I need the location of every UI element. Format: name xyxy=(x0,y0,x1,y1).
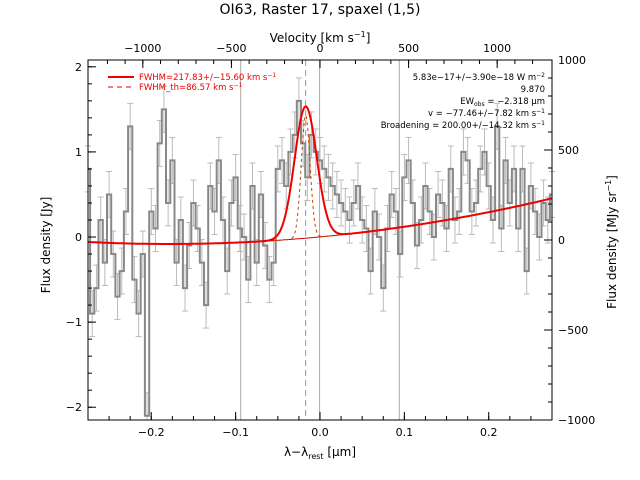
fit-annotations: 5.83e−17+/−3.90e−18 W m−2 9.870 EWobs = … xyxy=(381,72,545,131)
x-axis-label: λ−λrest [μm] xyxy=(284,445,356,461)
x-tick-label-2: 0.0 xyxy=(311,426,329,439)
annotation-ratio: 9.870 xyxy=(521,85,545,95)
y2-tick-label-3: 500 xyxy=(558,144,579,157)
axis-ticks: −0.2 −0.1 0.0 0.1 0.2 −1000 −500 0 500 1000 −2 −1 0 1… xyxy=(66,42,595,439)
observed-spectrum xyxy=(88,99,552,417)
chart-title: OI63, Raster 17, spaxel (1,5) xyxy=(220,2,421,18)
top-tick-label-2: 0 xyxy=(317,42,324,55)
fit-profile xyxy=(88,105,553,245)
y-tick-label-2: 0 xyxy=(75,231,82,244)
top-axis-label: Velocity [km s−1] xyxy=(270,30,371,45)
x-tick-label-4: 0.2 xyxy=(480,426,498,439)
plot-area xyxy=(85,60,555,421)
y-tick-label-4: 2 xyxy=(75,61,82,74)
y2-axis-label: Flux density [MJy sr−1] xyxy=(604,175,619,309)
annotation-velocity: v = −77.46+/−7.82 km s−1 xyxy=(428,108,545,119)
legend-label-fwhm: FWHM=217.83+/−15.60 km s−1 xyxy=(139,72,276,83)
y-tick-label-0: −2 xyxy=(66,401,82,414)
legend-label-fwhm-th: FWHM_th=86.57 km s−1 xyxy=(139,82,243,93)
top-tick-label-3: 500 xyxy=(398,42,419,55)
y2-tick-label-1: −500 xyxy=(558,324,588,337)
x-tick-label-0: −0.2 xyxy=(138,426,165,439)
y-tick-label-3: 1 xyxy=(75,146,82,159)
y-tick-label-1: −1 xyxy=(66,316,82,329)
y2-tick-label-0: −1000 xyxy=(558,414,595,427)
top-tick-label-0: −1000 xyxy=(124,42,161,55)
y2-tick-label-4: 1000 xyxy=(558,54,586,67)
y-axis-label: Flux density [Jy] xyxy=(39,197,53,294)
annotation-flux: 5.83e−17+/−3.90e−18 W m−2 xyxy=(413,72,545,83)
legend: FWHM=217.83+/−15.60 km s−1 FWHM_th=86.57… xyxy=(108,72,276,93)
top-tick-label-1: −500 xyxy=(216,42,246,55)
x-tick-label-3: 0.1 xyxy=(396,426,414,439)
annotation-ew: EWobs = −2.318 μm xyxy=(460,97,545,108)
x-tick-label-1: −0.1 xyxy=(222,426,249,439)
annotation-broadening: Broadening = 200.00+/−14.32 km s−1 xyxy=(381,120,545,131)
top-tick-label-4: 1000 xyxy=(483,42,511,55)
y2-tick-label-2: 0 xyxy=(558,234,565,247)
